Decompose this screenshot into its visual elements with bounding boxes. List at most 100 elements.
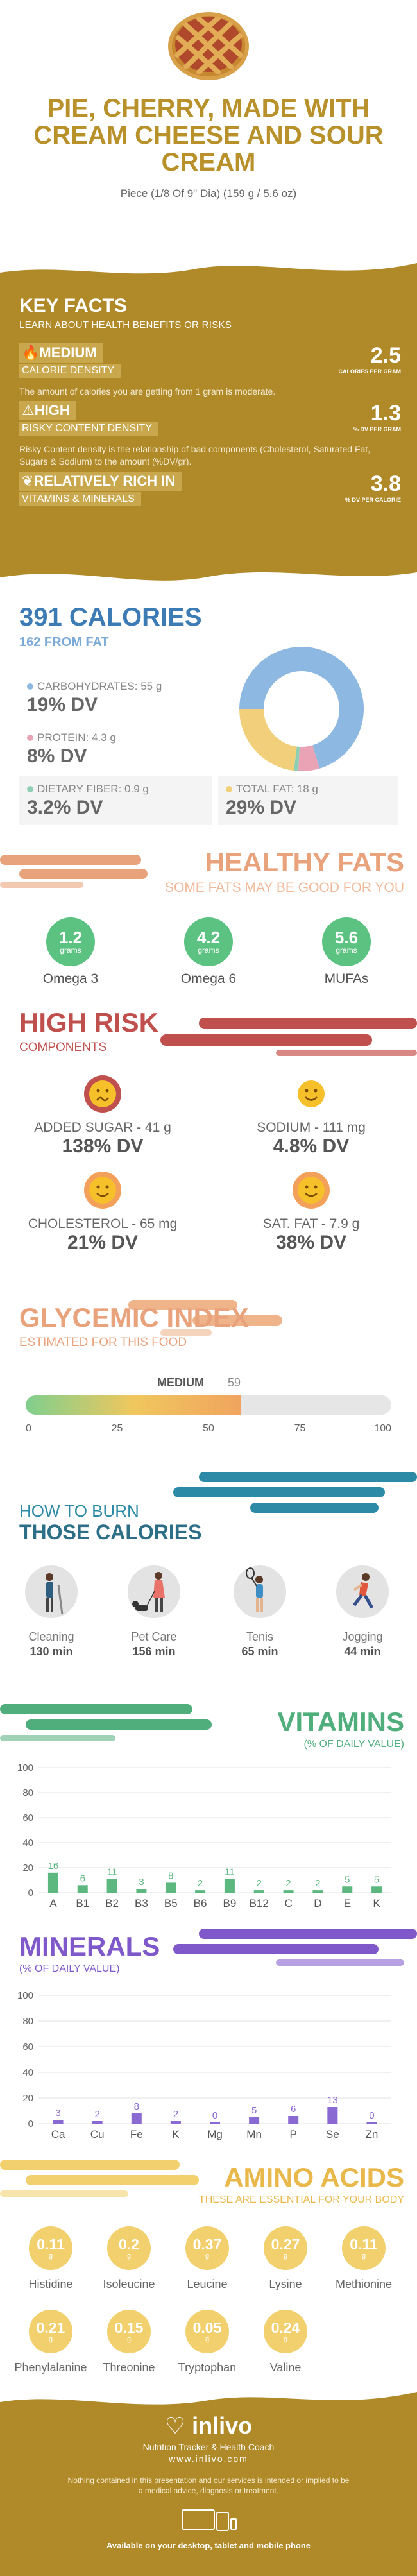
amino-value: 0.11: [350, 2236, 378, 2253]
healthy-fats-subtitle: SOME FATS MAY BE GOOD FOR YOU: [164, 880, 404, 895]
macro-fat: TOTAL FAT: 18 g 29% DV: [218, 776, 398, 825]
bar-B6: [195, 1890, 206, 1893]
jogging-icon: [336, 1565, 389, 1618]
x-tick-label: K: [373, 1897, 380, 1909]
fact-value: 1.3: [370, 401, 401, 425]
glycemic-subtitle: ESTIMATED FOR THIS FOOD: [19, 1336, 187, 1349]
decor-stripes: [173, 1472, 417, 1513]
glycemic-fill: [26, 1395, 242, 1415]
macro-protein: PROTEIN: 4.3 g 8% DV: [19, 725, 208, 774]
flame-icon: 🔥: [22, 345, 40, 361]
fact-unit: % DV PER GRAM: [353, 426, 401, 432]
bar-value-label: 5: [345, 1874, 350, 1885]
decor-stripes: [0, 2160, 199, 2197]
amino-leucine: 0.37 g Leucine: [167, 2226, 247, 2291]
bar-value-label: 8: [168, 1870, 173, 1881]
amino-name: Valine: [269, 2361, 302, 2374]
decor-stripes: [0, 1704, 212, 1741]
amino-phenylalanine: 0.21 g Phenylalanine: [11, 2310, 90, 2375]
minerals-title: MINERALS: [19, 1931, 160, 1961]
amino-value: 0.27: [271, 2236, 300, 2253]
glycemic-scale: 0 25 50 75 100: [26, 1423, 391, 1436]
amino-name: Histidine: [28, 2278, 73, 2290]
activity-minutes: 65 min: [241, 1645, 278, 1658]
macro-fiber: DIETARY FIBER: 0.9 g 3.2% DV: [19, 776, 212, 825]
high-risk-section: HIGH RISK COMPONENTS ADDED SUGAR - 41 g …: [0, 1007, 417, 1296]
x-tick-label: P: [290, 2128, 297, 2140]
sick-face-icon: [84, 1075, 121, 1113]
amino-value: 0.24: [271, 2319, 300, 2336]
decor-stripes: [128, 1300, 282, 1336]
fat-name: MUFAs: [324, 971, 369, 986]
amino-title: AMINO ACIDS: [224, 2162, 404, 2192]
risk-dv: 138% DV: [62, 1136, 144, 1157]
bar-Mg: [210, 2122, 220, 2124]
bar-B2: [106, 1879, 117, 1893]
vitamins-title: VITAMINS: [277, 1707, 404, 1737]
amino-unit: g: [48, 2335, 53, 2343]
bar-value-label: 6: [80, 1873, 85, 1884]
activity-name: Jogging: [342, 1630, 383, 1643]
key-facts-subtitle: LEARN ABOUT HEALTH BENEFITS OR RISKS: [19, 320, 232, 330]
fat-omega3: 1.2 grams Omega 3: [32, 917, 109, 987]
donut-slice-protein: [298, 745, 320, 771]
risky-content-fact: ⚠HIGH RISKY CONTENT DENSITY 1.3% DV PER …: [19, 401, 401, 468]
vitamins-subtitle: (% OF DAILY VALUE): [303, 1739, 404, 1750]
y-tick-label: 100: [17, 1762, 33, 1773]
glycemic-tick-label: 50: [203, 1423, 214, 1434]
amino-isoleucine: 0.2 g Isoleucine: [89, 2226, 169, 2291]
fact-label: CALORIE DENSITY: [19, 364, 121, 378]
bar-Zn: [366, 2122, 377, 2124]
fat-value: 1.2: [58, 928, 83, 947]
footer-wave-divider: [0, 2387, 417, 2405]
burn-title-line1: HOW TO BURN: [19, 1501, 139, 1521]
fact-description: Risky Content density is the relationshi…: [19, 444, 371, 466]
donut-slice-fat: [239, 708, 298, 771]
fat-name: Omega 6: [180, 971, 237, 986]
macro-label: DIETARY FIBER: 0.9 g: [37, 783, 149, 795]
bottom-wave-divider: [0, 572, 417, 590]
brand-tagline: Nutrition Tracker & Health Coach: [142, 2442, 275, 2452]
bar-value-label: 3: [139, 1877, 144, 1888]
cherry-pie-image: [167, 9, 250, 80]
x-tick-label: B1: [76, 1897, 89, 1909]
activity-name: Cleaning: [28, 1630, 74, 1643]
x-tick-label: B3: [135, 1897, 148, 1909]
brand-logo[interactable]: ♡ inlivo: [0, 2412, 417, 2439]
y-tick-label: 40: [22, 2067, 33, 2078]
top-wave-divider: [0, 257, 417, 274]
fact-label: RISKY CONTENT DENSITY: [19, 422, 158, 436]
brand-url[interactable]: www.inlivo.com: [169, 2453, 248, 2464]
glycemic-tick-label: 75: [294, 1423, 306, 1434]
smile-face-icon: [293, 1172, 330, 1209]
x-tick-label: D: [314, 1897, 321, 1909]
macro-label: TOTAL FAT: 18 g: [236, 783, 318, 795]
risk-label: CHOLESTEROL - 65 mg: [28, 1216, 178, 1231]
x-tick-label: K: [172, 2128, 180, 2140]
bar-value-label: 3: [55, 2108, 60, 2119]
glycemic-level: MEDIUM: [157, 1376, 204, 1389]
bar-D: [312, 1890, 323, 1893]
x-tick-label: B5: [164, 1897, 178, 1909]
risk-sodium: SODIUM - 111 mg 4.8% DV: [221, 1075, 401, 1157]
vitamins-minerals-fact: ❦RELATIVELY RICH IN VITAMINS & MINERALS …: [19, 472, 401, 506]
glycemic-index-section: GLYCEMIC INDEX ESTIMATED FOR THIS FOOD M…: [0, 1296, 417, 1469]
amino-unit: g: [126, 2252, 132, 2260]
amino-name: Phenylalanine: [14, 2361, 87, 2374]
bar-value-label: 2: [94, 2109, 99, 2120]
decor-stripes: [0, 855, 148, 888]
y-tick-label: 100: [17, 1990, 33, 2001]
amino-name: Tryptophan: [178, 2361, 237, 2374]
x-tick-label: Fe: [130, 2128, 143, 2140]
bar-E: [342, 1886, 353, 1893]
vitamins-bar-chart: 0 20 40 60 80 100 16 A 6 B1 11 B2 3 B3 8 B5 2 B6 11 B9 2 B12 2…: [17, 1762, 391, 1909]
bar-Fe: [131, 2113, 142, 2124]
glycemic-tick-label: 100: [374, 1423, 391, 1434]
fat-mufas: 5.6 grams MUFAs: [308, 917, 385, 987]
bar-value-label: 2: [315, 1878, 320, 1889]
happy-face-icon: [298, 1080, 325, 1107]
glycemic-title: GLYCEMIC INDEX: [19, 1302, 249, 1333]
amino-unit: g: [283, 2335, 288, 2343]
fact-value: 2.5: [370, 343, 401, 368]
fat-value: 5.6: [334, 928, 359, 947]
